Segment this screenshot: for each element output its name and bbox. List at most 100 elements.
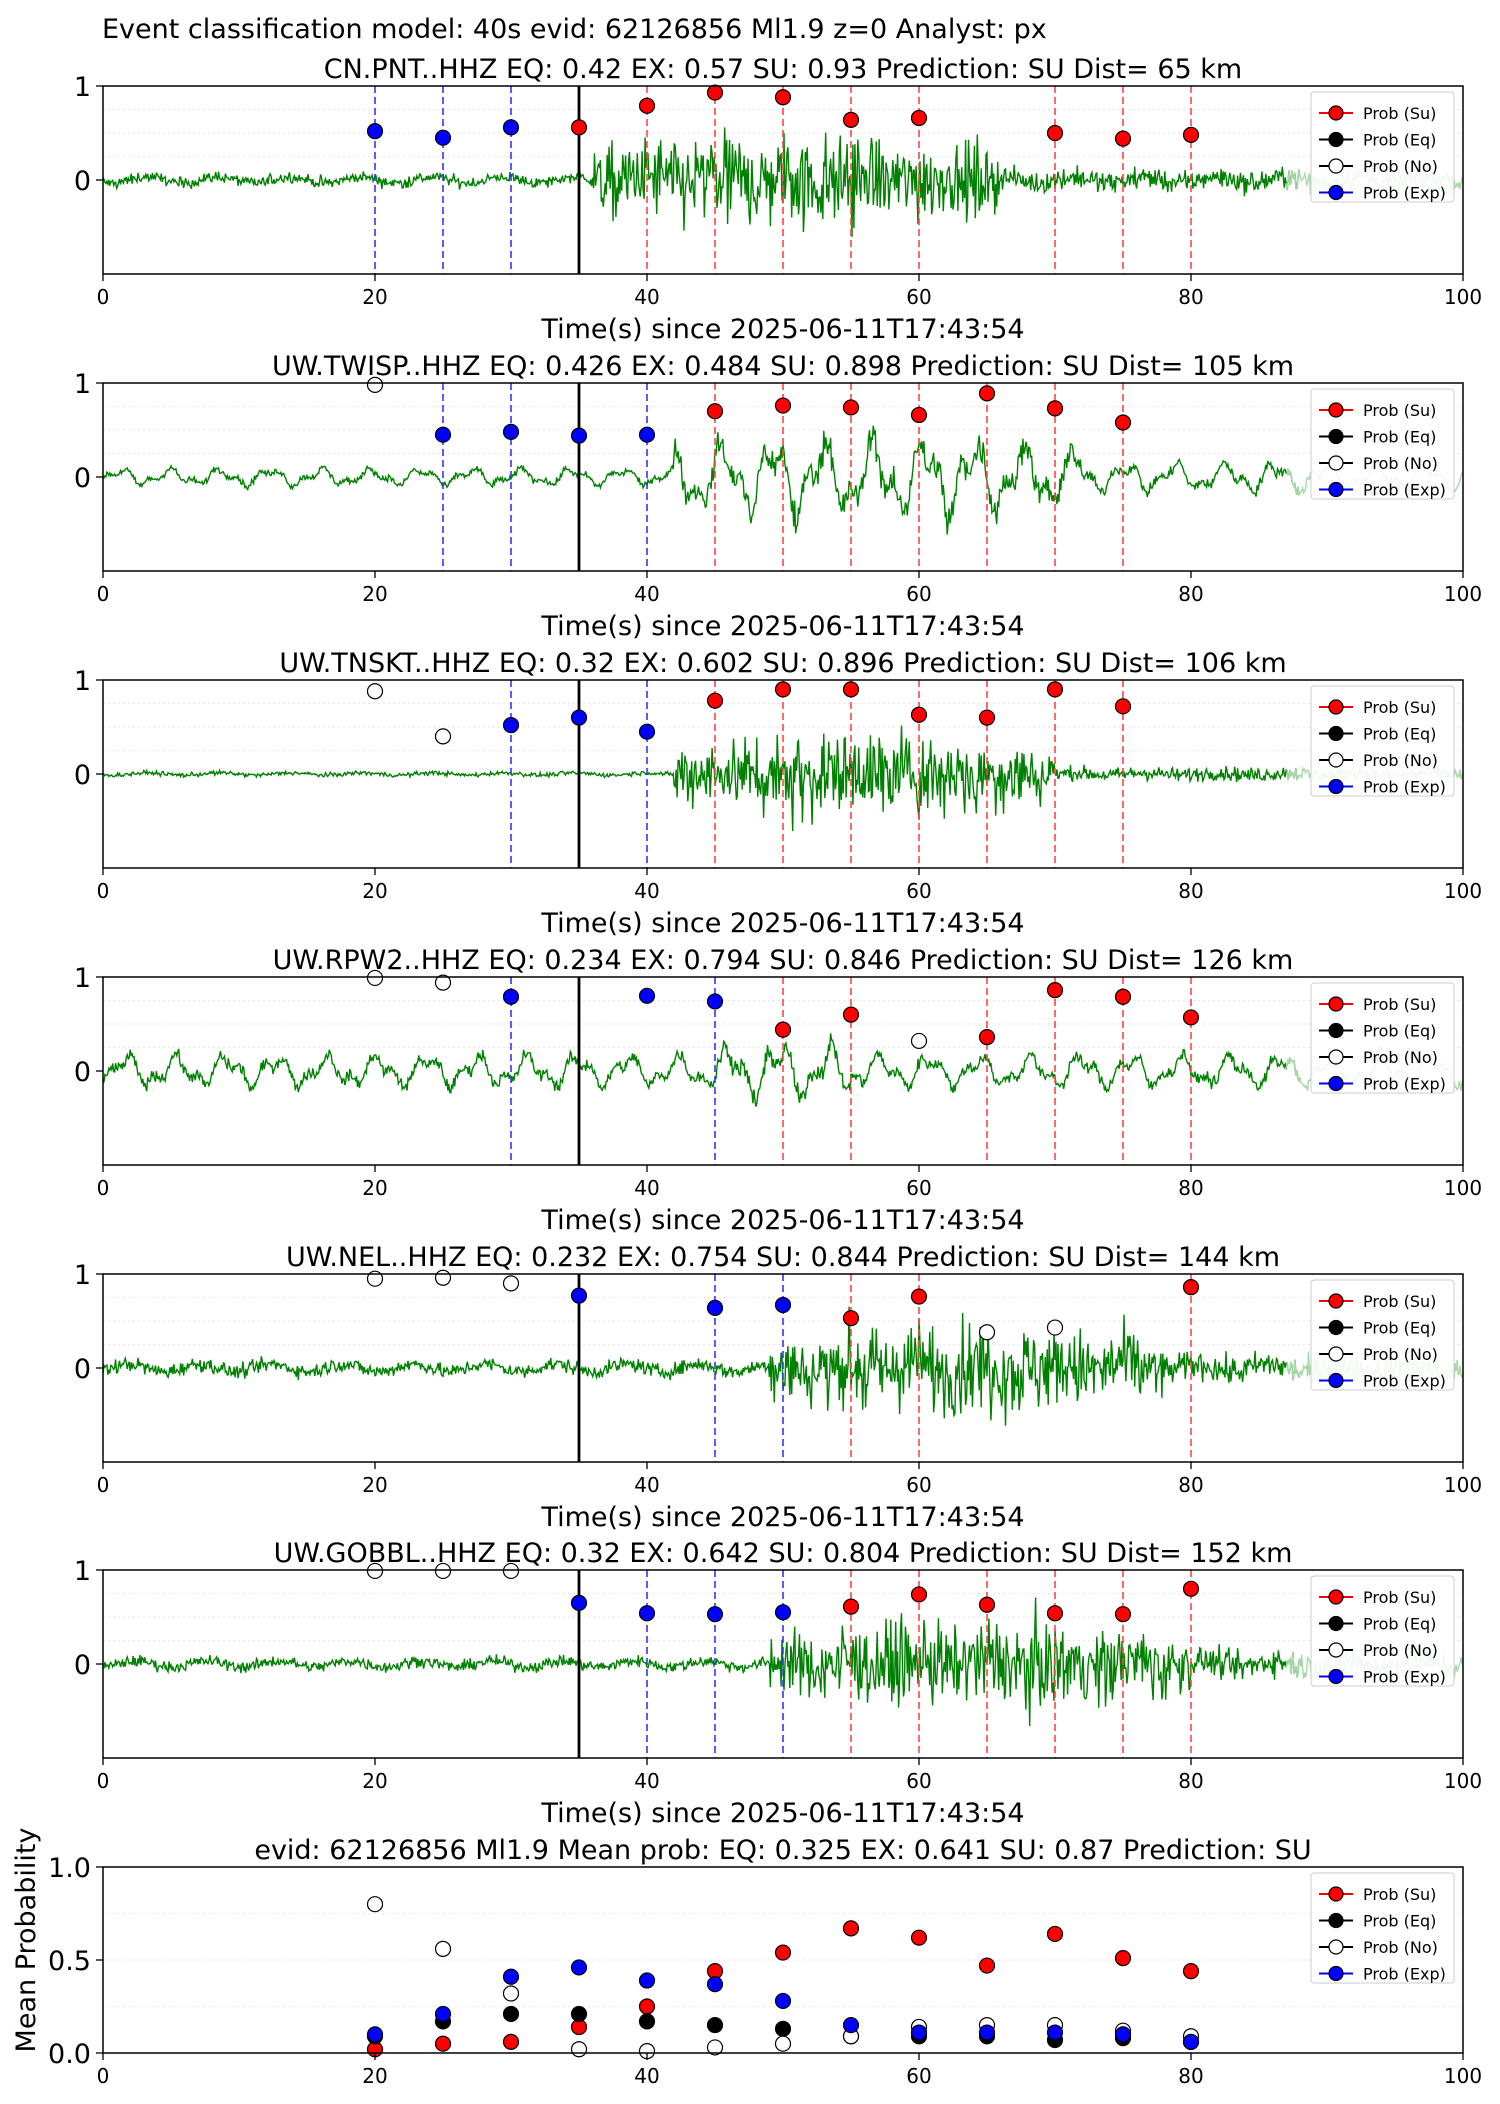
prob-point-su	[1046, 124, 1064, 142]
prob-point-su	[706, 692, 724, 709]
x-tick-label: 100	[1444, 1176, 1482, 1200]
y-tick-label: 1.0	[48, 1853, 91, 1884]
legend-box	[1310, 91, 1455, 203]
station-panel-6: UW.GOBBL..HHZ EQ: 0.32 EX: 0.642 SU: 0.8…	[74, 1538, 1482, 1829]
legend-marker-su	[1328, 1886, 1344, 1902]
legend-label-no: Prob (No)	[1363, 1345, 1438, 1364]
legend-label-su: Prob (Su)	[1363, 995, 1436, 1014]
prob-point-su	[774, 89, 792, 106]
y-tick-label: 0	[74, 760, 91, 791]
mean-point-exp	[434, 2005, 452, 2023]
mean-point-exp	[1114, 2026, 1132, 2043]
legend-marker-exp	[1328, 1668, 1344, 1685]
mean-point-eq	[502, 2005, 520, 2023]
legend-label-exp: Prob (Exp)	[1363, 1372, 1446, 1391]
legend-label-exp: Prob (Exp)	[1363, 778, 1446, 797]
panel-title: UW.GOBBL..HHZ EQ: 0.32 EX: 0.642 SU: 0.8…	[274, 1538, 1293, 1569]
x-tick-label: 40	[634, 582, 659, 606]
prob-point-exp	[366, 123, 384, 140]
mean-point-su	[1046, 1925, 1064, 1943]
prob-point-su	[910, 706, 928, 723]
mean-point-su	[638, 1998, 656, 2015]
prob-point-su	[978, 709, 996, 726]
prob-point-su	[1182, 1580, 1200, 1597]
mean-panel-title: evid: 62126856 Ml1.9 Mean prob: EQ: 0.32…	[254, 1835, 1311, 1866]
x-axis-label: Time(s) since 2025-06-11T17:43:54	[540, 1502, 1024, 1533]
legend-marker-eq	[1328, 1319, 1344, 1336]
legend-label-exp: Prob (Exp)	[1363, 1668, 1446, 1687]
prob-point-su	[910, 1288, 928, 1305]
mean-point-no	[434, 1940, 452, 1957]
prob-point-su	[638, 97, 656, 114]
x-tick-label: 0	[97, 1769, 110, 1793]
prob-point-exp	[434, 129, 452, 146]
legend-box	[1310, 1575, 1455, 1687]
waveform-trace	[102, 1306, 1301, 1426]
waveform-trace	[102, 725, 1301, 832]
prob-point-no	[978, 1324, 996, 1341]
legend-marker-no	[1328, 1939, 1344, 1955]
x-tick-label: 0	[97, 582, 110, 606]
prob-point-exp	[638, 987, 656, 1004]
waveform-trace	[102, 1033, 1301, 1107]
x-axis-label: Time(s) since 2025-06-11T17:43:54	[540, 1798, 1024, 1829]
legend-marker-eq	[1328, 428, 1344, 445]
x-tick-label: 60	[906, 1473, 931, 1497]
prob-point-exp	[706, 1606, 724, 1623]
mean-point-eq	[706, 2016, 724, 2034]
legend-label-su: Prob (Su)	[1363, 1588, 1436, 1607]
x-axis-label: Time(s) since 2025-06-11T17:43:54	[540, 908, 1024, 939]
mean-point-exp	[1046, 2024, 1064, 2041]
legend-label-eq: Prob (Eq)	[1363, 131, 1436, 150]
legend-marker-no	[1328, 1346, 1344, 1362]
mean-point-exp	[502, 1968, 520, 1985]
prob-point-no	[910, 1032, 928, 1050]
legend-marker-no	[1328, 1642, 1344, 1658]
legend-marker-exp	[1328, 1965, 1344, 1982]
prob-point-su	[842, 111, 860, 128]
legend-label-su: Prob (Su)	[1363, 1885, 1436, 1904]
legend-label-no: Prob (No)	[1363, 1641, 1438, 1660]
prob-point-exp	[502, 988, 520, 1005]
prob-point-su	[842, 1598, 860, 1615]
x-tick-label: 20	[362, 285, 387, 309]
y-tick-label: 0	[74, 1057, 91, 1088]
legend-marker-exp	[1328, 184, 1344, 201]
prob-point-su	[1114, 1606, 1132, 1623]
prob-point-su	[1046, 681, 1064, 698]
mean-point-exp	[1182, 2033, 1200, 2050]
legend-label-exp: Prob (Exp)	[1363, 1965, 1446, 1984]
panel-title: UW.TNSKT..HHZ EQ: 0.32 EX: 0.602 SU: 0.8…	[279, 648, 1286, 679]
legend-label-su: Prob (Su)	[1363, 401, 1436, 420]
legend-label-su: Prob (Su)	[1363, 698, 1436, 717]
legend-label-exp: Prob (Exp)	[1363, 481, 1446, 500]
mean-point-exp	[978, 2024, 996, 2041]
legend-marker-eq	[1328, 725, 1344, 742]
x-tick-label: 60	[906, 879, 931, 903]
x-tick-label: 0	[97, 1473, 110, 1497]
legend-box	[1310, 388, 1455, 500]
mean-point-exp	[706, 1976, 724, 1993]
prob-point-exp	[638, 426, 656, 443]
x-tick-label: 0	[97, 1176, 110, 1200]
prob-point-no	[434, 1269, 452, 1286]
prob-point-su	[842, 681, 860, 698]
x-tick-label: 60	[906, 2064, 931, 2088]
prob-point-exp	[570, 1594, 588, 1612]
prob-point-su	[706, 403, 724, 420]
prob-point-su	[1046, 400, 1064, 417]
x-tick-label: 60	[906, 582, 931, 606]
prob-point-su	[1114, 698, 1132, 715]
x-tick-label: 80	[1178, 879, 1203, 903]
prob-point-su	[1114, 130, 1132, 147]
figure-title: Event classification model: 40s evid: 62…	[102, 14, 1047, 45]
prob-point-exp	[706, 1299, 724, 1316]
y-tick-label: 1	[74, 963, 91, 994]
x-tick-label: 40	[634, 285, 659, 309]
x-tick-label: 80	[1178, 582, 1203, 606]
prob-point-exp	[638, 723, 656, 740]
x-tick-label: 0	[97, 2064, 110, 2088]
prob-point-su	[1046, 1605, 1064, 1622]
